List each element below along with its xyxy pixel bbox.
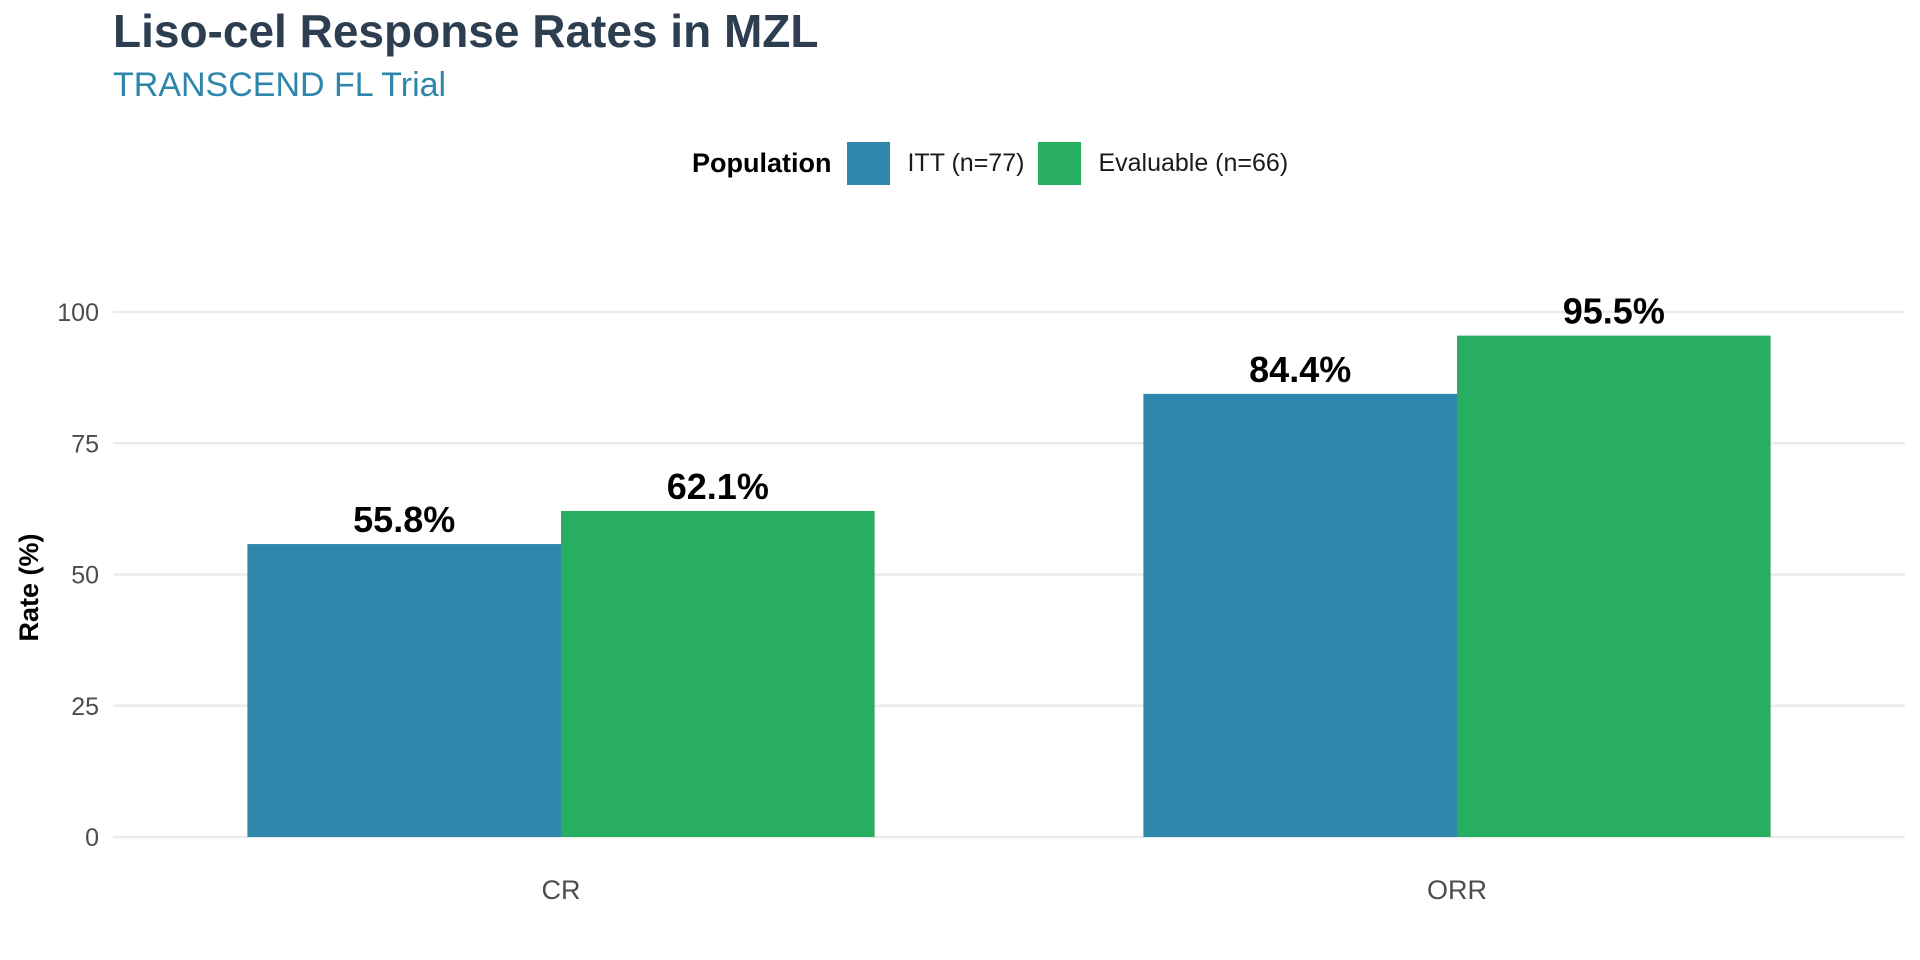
bar-cr-evaluable [561,510,875,837]
y-tick-label-100: 100 [57,299,99,327]
legend-title: Population [692,148,832,178]
y-tick-label-75: 75 [71,430,99,458]
legend-label-evaluable: Evaluable (n=66) [1098,149,1289,177]
data-label-cr-evaluable: 62.1% [667,466,769,507]
data-label-orr-itt: 84.4% [1249,349,1351,390]
legend-swatch-itt [847,142,891,185]
data-label-cr-itt: 55.8% [353,499,455,540]
chart-subtitle: TRANSCEND FL Trial [113,66,447,104]
x-tick-label-orr: ORR [1427,875,1487,905]
y-tick-label-25: 25 [71,693,99,721]
legend-item-evaluable: Evaluable (n=66) [1038,142,1288,185]
x-tick-label-cr: CR [542,875,581,905]
bar-cr-itt [247,544,561,837]
chart-title: Liso-cel Response Rates in MZL [113,5,819,57]
y-axis-title: Rate (%) [14,533,44,641]
bar-orr-itt [1143,393,1457,837]
legend-swatch-evaluable [1038,142,1082,185]
data-label-orr-evaluable: 95.5% [1563,291,1665,332]
bar-orr-evaluable [1457,335,1771,837]
y-tick-label-0: 0 [85,824,99,852]
y-tick-label-50: 50 [71,562,99,590]
legend-label-itt: ITT (n=77) [907,149,1025,177]
legend: Population ITT (n=77) Evaluable (n=66) [692,142,1302,185]
legend-item-itt: ITT (n=77) [847,142,1024,185]
